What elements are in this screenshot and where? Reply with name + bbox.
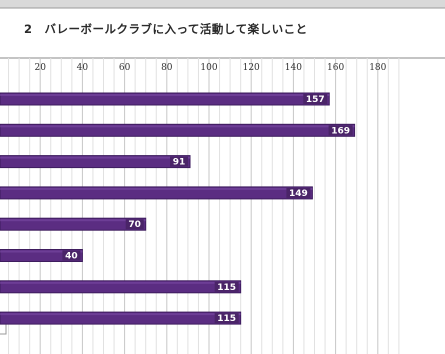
- x-tick-label: 80: [161, 63, 173, 73]
- x-tick-label: 120: [243, 63, 260, 73]
- data-label-box: [214, 281, 239, 292]
- data-label: 149: [289, 189, 308, 199]
- x-axis-ticks: 20 40 60 80 100 120 140 160 180: [34, 63, 386, 73]
- data-label-box: [286, 187, 311, 198]
- data-label-box: [214, 313, 239, 324]
- bar-highlight: [0, 250, 83, 253]
- top-border: [0, 0, 445, 8]
- data-label: 157: [306, 95, 325, 105]
- x-tick-label: 160: [327, 63, 344, 73]
- bar-highlight: [0, 187, 313, 190]
- data-label: 70: [128, 220, 141, 230]
- bar-series: 157 169 91 149 70 40 115 115: [0, 92, 356, 325]
- data-label: 169: [331, 126, 350, 136]
- x-tick-label: 180: [369, 63, 386, 73]
- data-label: 115: [217, 283, 236, 293]
- x-tick-label: 140: [285, 63, 302, 73]
- data-label: 115: [217, 314, 236, 324]
- bar-highlight: [0, 281, 241, 284]
- bar-highlight: [0, 94, 330, 96]
- cropped-legend-box: [0, 319, 7, 335]
- bar-highlight: [0, 313, 241, 316]
- data-label-box: [170, 156, 189, 167]
- data-label: 91: [173, 158, 186, 168]
- plot-area: [0, 57, 445, 354]
- x-tick-label: 20: [34, 63, 46, 73]
- bar-highlight: [0, 125, 355, 128]
- bar-highlight: [0, 219, 146, 222]
- data-label-box: [62, 250, 81, 261]
- bar-highlight: [0, 156, 191, 159]
- chart-title: 2 バレーボールクラブに入って活動して楽しいこと: [24, 22, 308, 36]
- x-tick-label: 60: [119, 63, 131, 73]
- x-tick-label: 40: [77, 63, 89, 73]
- data-label-box: [328, 125, 353, 136]
- data-label-box: [303, 94, 328, 104]
- data-label: 40: [65, 252, 78, 262]
- x-tick-label: 100: [200, 63, 217, 73]
- data-label-box: [125, 219, 144, 230]
